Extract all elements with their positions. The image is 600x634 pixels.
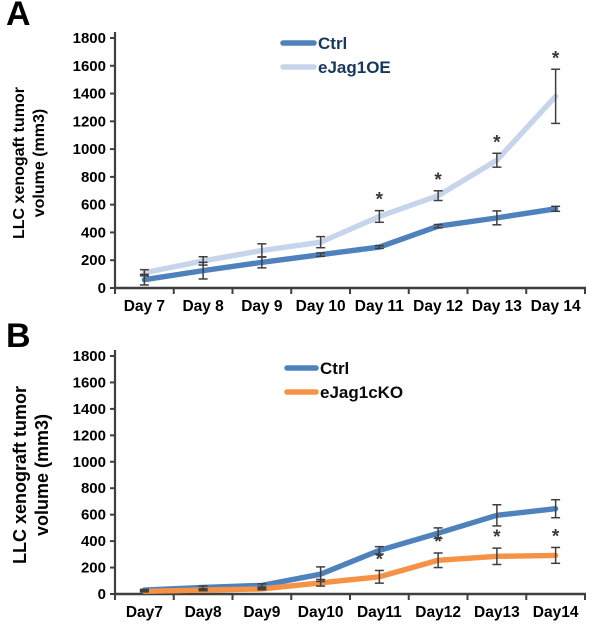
error-bar-ejag1cko [139, 590, 149, 593]
y-axis-title: LLC xenogaft tumor volume (mm3) [11, 87, 48, 239]
error-bar-ejag1cko [433, 552, 443, 569]
series-line-ctrl [141, 506, 559, 593]
x-tick-label: Day 12 [413, 298, 463, 315]
x-tick-label: Day 14 [531, 298, 581, 315]
panel-b: B 0 200 400 600 800 1000 1200 1400 1600 1800 Day7 D… [0, 317, 600, 634]
error-bar-ejag1oe [374, 209, 384, 224]
y-tick-label: 1400 [73, 401, 106, 418]
y-tick-label: 1000 [73, 141, 106, 158]
x-tick-label: Day 10 [296, 298, 346, 315]
error-bar-ejag1cko [316, 578, 326, 587]
y-tick-label: 1200 [73, 427, 106, 444]
legend-label-ejag1cko: eJag1cKO [320, 383, 403, 402]
error-bar-ctrl [551, 205, 561, 213]
x-tick-label: Day13 [474, 604, 520, 621]
y-tick-label: 1200 [73, 113, 106, 130]
y-tick-label: 800 [81, 480, 106, 497]
y-tick-label: 800 [81, 169, 106, 186]
panel-b-label: B [6, 317, 31, 355]
y-tick-label: 200 [81, 560, 106, 577]
error-bar-ctrl [257, 583, 267, 588]
y-axis-title: LLC xenograft tumor volume (mm3) [10, 386, 52, 564]
x-tick-label: Day 7 [124, 298, 165, 315]
error-bar-ejag1oe [257, 243, 267, 258]
legend-item-ctrl: Ctrl [284, 359, 349, 378]
x-tick-label: Day11 [357, 604, 402, 621]
series-line-ctrl [141, 206, 559, 283]
y-tick-label: 0 [98, 280, 106, 297]
x-tick-label: Day8 [185, 604, 222, 621]
legend-label-ejag1oe: eJag1OE [318, 58, 391, 77]
sig-marker: * [552, 526, 560, 547]
sig-marker: * [434, 170, 442, 191]
legend-label-ctrl: Ctrl [320, 359, 349, 378]
x-tick-label: Day14 [533, 604, 579, 621]
series-line-ejag1oe [141, 93, 559, 276]
error-bar-ejag1cko [551, 546, 561, 565]
error-bar-ejag1oe [433, 190, 443, 202]
y-axis-title-line1: LLC xenograft tumor [10, 386, 30, 564]
y-tick-label: 400 [81, 533, 106, 550]
series-line-ejag1cko [141, 552, 559, 595]
x-tick-label: Day 13 [472, 298, 522, 315]
sig-marker: * [434, 532, 442, 553]
y-tick-label: 1000 [73, 454, 106, 471]
sig-marker: * [493, 527, 501, 548]
y-tick-label: 1800 [73, 348, 106, 365]
error-bar-ctrl [374, 244, 384, 250]
error-bar-ctrl [316, 252, 326, 258]
y-tick-label: 1800 [73, 30, 106, 47]
error-bar-ejag1oe [198, 256, 208, 266]
error-bar-ejag1oe [316, 235, 326, 249]
error-bar-ctrl [433, 223, 443, 229]
sig-marker: * [552, 48, 560, 69]
y-axis-title-line2: volume (mm3) [31, 109, 48, 217]
error-bar-ctrl [374, 545, 384, 555]
error-bar-ejag1oe [492, 152, 502, 168]
error-bar-ejag1cko [198, 588, 208, 592]
y-tick-label: 600 [81, 507, 106, 524]
panel-b-chart: 0 200 400 600 800 1000 1200 1400 1600 1800 Day7 Day… [10, 348, 586, 621]
y-tick-label: 200 [81, 252, 106, 269]
sig-marker: * [376, 549, 384, 570]
x-tick-label: Day9 [243, 604, 280, 621]
error-bar-ctrl [551, 498, 561, 519]
legend-item-ejag1oe: eJag1OE [280, 58, 391, 77]
error-bar-ctrl [492, 504, 502, 527]
error-bar-ctrl [433, 527, 443, 540]
y-tick-label: 400 [81, 224, 106, 241]
y-tick-label: 0 [98, 586, 106, 603]
y-tick-label: 1400 [73, 86, 106, 103]
sig-marker: * [493, 132, 501, 153]
error-bar-ejag1cko [374, 569, 384, 584]
panel-a-chart: 0 200 400 600 800 1000 1200 1400 1600 1800 Day 7 Da… [11, 30, 586, 315]
y-axis-title-line1: LLC xenogaft tumor [11, 87, 28, 239]
x-tick-label: Day10 [298, 604, 344, 621]
legend-item-ejag1cko: eJag1cKO [284, 383, 403, 402]
legend-label-ctrl: Ctrl [318, 34, 347, 53]
error-bar-ejag1cko [492, 547, 502, 566]
error-bar-ctrl [492, 210, 502, 226]
error-bar-ejag1oe [551, 68, 561, 125]
y-tick-label: 1600 [73, 374, 106, 391]
error-bar-ejag1oe [139, 268, 149, 277]
y-axis-title-line2: volume (mm3) [32, 414, 52, 536]
error-bar-ejag1cko [257, 587, 267, 591]
x-tick-label: Day 11 [355, 298, 405, 315]
x-tick-label: Day 9 [241, 298, 283, 315]
y-tick-label: 600 [81, 197, 106, 214]
x-tick-label: Day12 [415, 604, 461, 621]
sig-marker: * [376, 190, 384, 211]
panel-a-label: A [6, 0, 31, 33]
legend-item-ctrl: Ctrl [280, 34, 347, 53]
y-tick-label: 1600 [73, 58, 106, 75]
x-tick-label: Day7 [126, 604, 163, 621]
panel-a: A 0 200 400 600 800 1000 1200 1400 1600 1800 Day 7… [6, 0, 586, 315]
x-tick-label: Day 8 [182, 298, 224, 315]
